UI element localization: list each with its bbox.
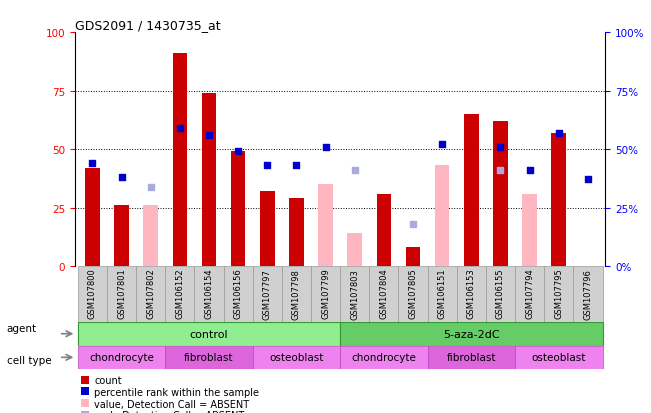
Bar [493,122,508,266]
Text: GSM106152: GSM106152 [175,268,184,318]
Text: GDS2091 / 1430735_at: GDS2091 / 1430735_at [75,19,221,32]
Text: GSM106156: GSM106156 [234,268,243,319]
Point [145,184,156,190]
Text: fibroblast: fibroblast [184,352,234,363]
Text: GSM106151: GSM106151 [437,268,447,318]
Bar [428,346,515,369]
Point [233,149,243,155]
Bar [253,346,340,369]
Point [553,130,564,137]
Bar [340,266,369,322]
Bar [398,266,428,322]
Text: value, Detection Call = ABSENT: value, Detection Call = ABSENT [94,399,249,409]
Text: GSM107797: GSM107797 [263,268,271,319]
Text: chondrocyte: chondrocyte [89,352,154,363]
Bar [311,266,340,322]
Text: GSM107800: GSM107800 [88,268,97,319]
Text: GSM106153: GSM106153 [467,268,476,319]
Bar [165,346,253,369]
Bar [289,199,304,266]
Text: GSM107805: GSM107805 [409,268,417,319]
Point [262,163,273,169]
Bar [406,248,421,266]
Text: 5-aza-2dC: 5-aza-2dC [443,329,500,339]
Bar [435,166,449,266]
Bar [428,266,457,322]
Bar [340,322,603,346]
Text: GSM107795: GSM107795 [554,268,563,319]
Bar [165,266,195,322]
Bar [515,266,544,322]
Bar [114,206,129,266]
Bar [77,322,340,346]
Bar [544,266,574,322]
Bar [457,266,486,322]
Text: rank, Detection Call = ABSENT: rank, Detection Call = ABSENT [94,410,245,413]
Text: GSM107796: GSM107796 [583,268,592,319]
Text: osteoblast: osteoblast [270,352,324,363]
Point [350,167,360,174]
Text: control: control [189,329,229,339]
Text: chondrocyte: chondrocyte [352,352,416,363]
Text: GSM107798: GSM107798 [292,268,301,319]
Bar [136,266,165,322]
Bar [522,194,537,266]
Bar [376,199,391,266]
Point [87,160,98,167]
Bar [260,192,275,266]
Bar [173,54,187,266]
Text: GSM107804: GSM107804 [380,268,389,319]
Point [204,133,214,139]
Text: GSM107803: GSM107803 [350,268,359,319]
Point [495,167,506,174]
Point [408,221,418,228]
Point [174,126,185,132]
Point [437,142,447,148]
Text: agent: agent [7,323,36,333]
Bar [340,346,428,369]
Point [291,163,301,169]
Text: GSM107802: GSM107802 [146,268,155,319]
Text: fibroblast: fibroblast [447,352,496,363]
Text: cell type: cell type [7,355,51,365]
Point [525,167,535,174]
Bar [223,266,253,322]
Point [117,174,127,181]
Bar [77,266,107,322]
Text: GSM107794: GSM107794 [525,268,534,319]
Text: GSM106155: GSM106155 [496,268,505,318]
Bar [253,266,282,322]
Text: GSM106154: GSM106154 [204,268,214,318]
Bar [348,234,362,266]
Bar [464,115,478,266]
Bar [486,266,515,322]
Bar [107,266,136,322]
Bar [318,185,333,266]
Point [583,177,593,183]
Text: percentile rank within the sample: percentile rank within the sample [94,387,259,397]
Bar [143,206,158,266]
Text: osteoblast: osteoblast [532,352,586,363]
Text: GSM107799: GSM107799 [321,268,330,319]
Bar [202,94,216,266]
Bar [77,346,165,369]
Text: GSM107801: GSM107801 [117,268,126,319]
Bar [231,152,245,266]
Point [320,144,331,151]
Bar [515,346,603,369]
Bar [369,266,398,322]
Bar [574,266,603,322]
Bar [85,169,100,266]
Bar [551,133,566,266]
Bar [376,194,391,266]
Text: count: count [94,375,122,386]
Bar [195,266,223,322]
Point [495,144,506,151]
Bar [282,266,311,322]
